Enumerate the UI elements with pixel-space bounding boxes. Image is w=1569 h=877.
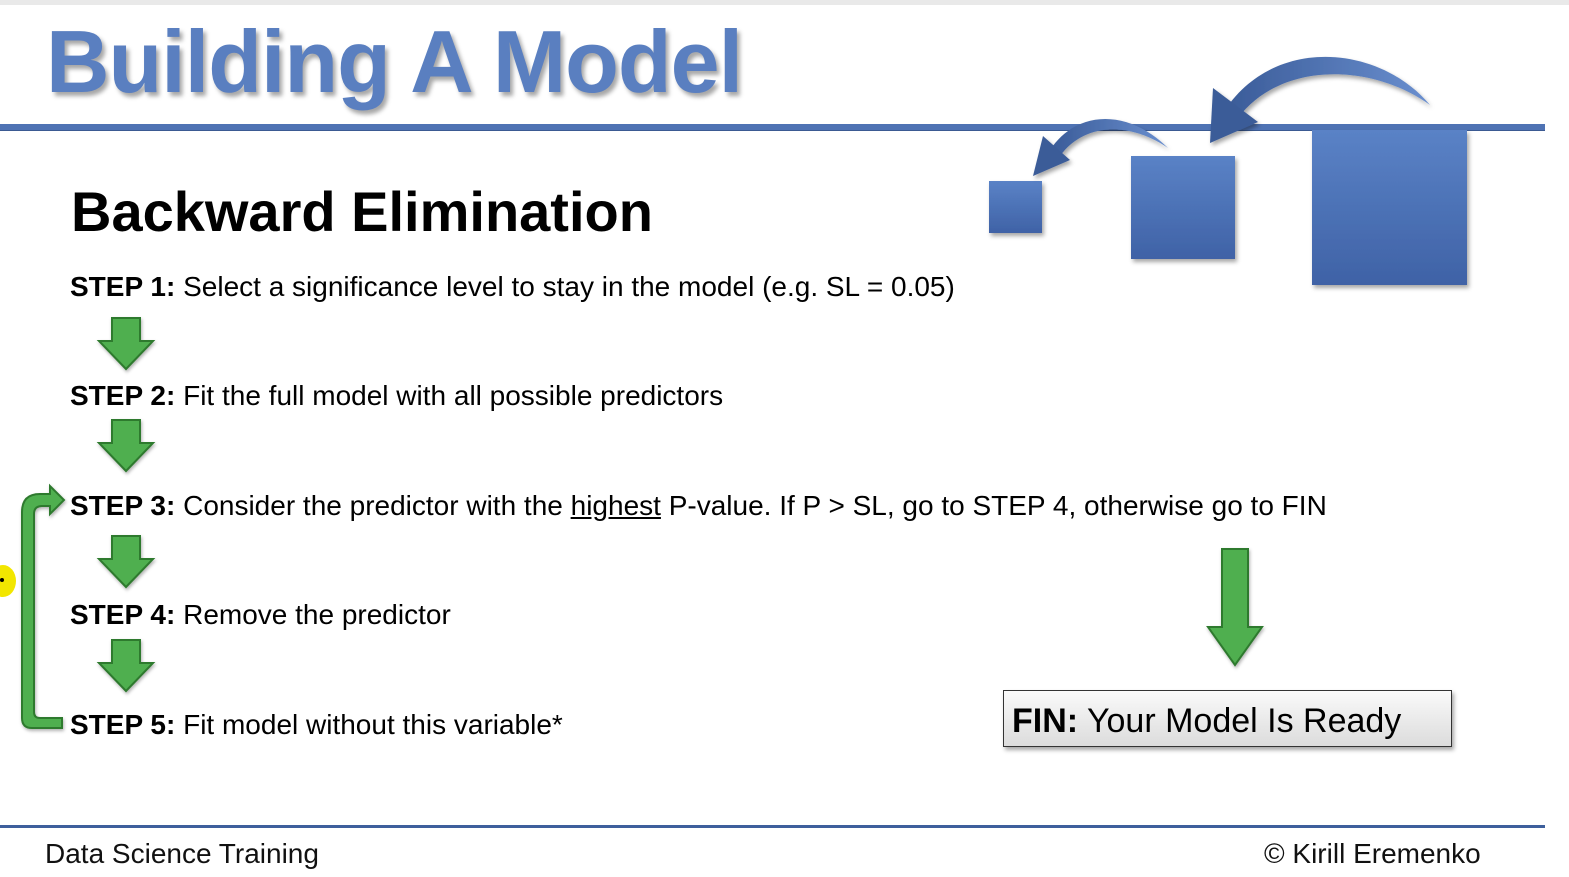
step-text: Consider the predictor with the: [183, 490, 563, 521]
top-strip: [0, 0, 1569, 5]
down-arrow-icon: [96, 639, 156, 693]
curved-arrow-icon: [1033, 119, 1168, 176]
title-rule: [0, 124, 1545, 131]
down-arrow-icon: [96, 317, 156, 371]
step-1: STEP 1: Select a significance level to s…: [70, 273, 955, 301]
curved-arrow-icon: [1210, 56, 1430, 143]
step-label: STEP 2:: [70, 380, 176, 411]
down-arrow-icon: [96, 419, 156, 473]
small-square: [989, 181, 1042, 233]
down-arrow-icon: [1206, 548, 1264, 667]
step-label: STEP 3:: [70, 490, 176, 521]
step-2: STEP 2: Fit the full model with all poss…: [70, 382, 723, 410]
step-5: STEP 5: Fit model without this variable*: [70, 711, 563, 739]
step-4: STEP 4: Remove the predictor: [70, 601, 451, 629]
step-text: Select a significance level to stay in t…: [183, 271, 955, 302]
medium-square: [1131, 156, 1235, 259]
step-label: STEP 5:: [70, 709, 176, 740]
footer-rule: [0, 825, 1545, 828]
footer-copyright: © Kirill Eremenko: [1264, 838, 1481, 869]
fin-message: Your Model Is Ready: [1086, 702, 1402, 740]
footer-brand: Data Science Training: [45, 838, 319, 869]
step-label: STEP 1:: [70, 271, 176, 302]
step-text: Remove the predictor: [183, 599, 451, 630]
step-3: STEP 3: Consider the predictor with the …: [70, 492, 1327, 520]
fin-label: FIN:: [1012, 702, 1079, 740]
step-text: P-value. If P > SL, go to STEP 4, otherw…: [668, 490, 1327, 521]
fin-text: FIN: Your Model Is Ready: [1012, 704, 1401, 738]
down-arrow-icon: [96, 535, 156, 589]
loop-back-arrow-icon: [21, 483, 66, 729]
step-label: STEP 4:: [70, 599, 176, 630]
fin-box: [1003, 690, 1452, 747]
cursor-dot: [0, 578, 4, 582]
step-text: Fit the full model with all possible pre…: [183, 380, 724, 411]
large-square: [1312, 130, 1467, 285]
slide-title: Building A Model: [46, 12, 743, 111]
step-text: Fit model without this variable*: [183, 709, 563, 740]
cursor-highlight: [0, 565, 16, 597]
section-heading: Backward Elimination: [71, 180, 653, 243]
step-text-emphasis: highest: [570, 490, 661, 521]
